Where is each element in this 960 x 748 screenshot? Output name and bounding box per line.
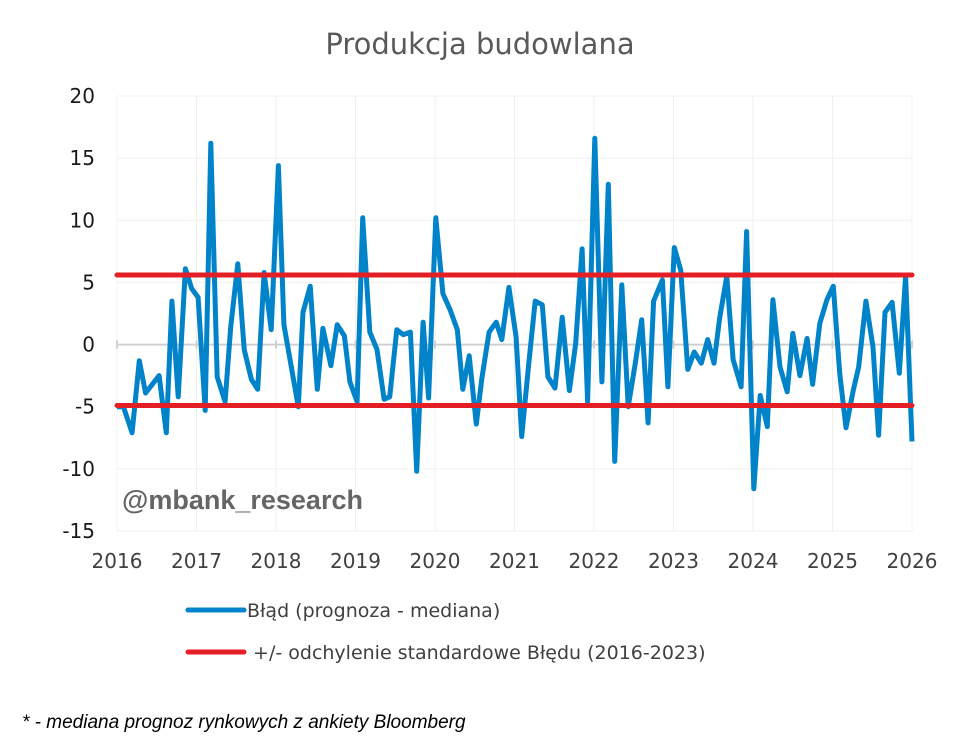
y-tick-label: 10: [70, 208, 95, 232]
x-tick-label: 2020: [410, 549, 461, 573]
error-series-points: [116, 138, 913, 489]
x-tick-label: 2019: [330, 549, 381, 573]
y-tick-label: 5: [82, 270, 95, 294]
y-tick-label: -10: [62, 457, 95, 481]
std-dev-lines: [114, 272, 915, 408]
x-axis: 2016 2017 2018 2019 2020 2021 2022 2023 2024 2025…: [92, 549, 938, 573]
y-tick-label: 0: [82, 333, 95, 357]
chart-title: Produkcja budowlana: [325, 27, 634, 61]
x-tick-label: 2017: [171, 549, 222, 573]
legend-label-stddev: +/- odchylenie standardowe Błędu (2016-2…: [247, 642, 706, 664]
x-tick-label: 2023: [648, 549, 699, 573]
x-tick-label: 2024: [728, 549, 779, 573]
x-tick-label: 2022: [569, 549, 620, 573]
y-axis: 20 15 10 5 0 -5 -10 -15: [62, 84, 95, 543]
watermark: @mbank_research: [122, 485, 363, 515]
y-tick-label: -5: [75, 395, 95, 419]
x-tick-label: 2018: [251, 549, 302, 573]
legend-label-error: Błąd (prognoza - mediana): [247, 600, 500, 622]
x-tick-label: 2025: [807, 549, 858, 573]
legend: Błąd (prognoza - mediana) +/- odchylenie…: [185, 600, 706, 664]
x-tick-label: 2021: [489, 549, 540, 573]
footnote: * - mediana prognoz rynkowych z ankiety …: [22, 712, 466, 733]
y-tick-label: -15: [62, 519, 95, 543]
x-tick-label: 2026: [887, 549, 938, 573]
y-tick-label: 15: [70, 146, 95, 170]
x-tick-label: 2016: [92, 549, 143, 573]
y-tick-label: 20: [70, 84, 95, 108]
